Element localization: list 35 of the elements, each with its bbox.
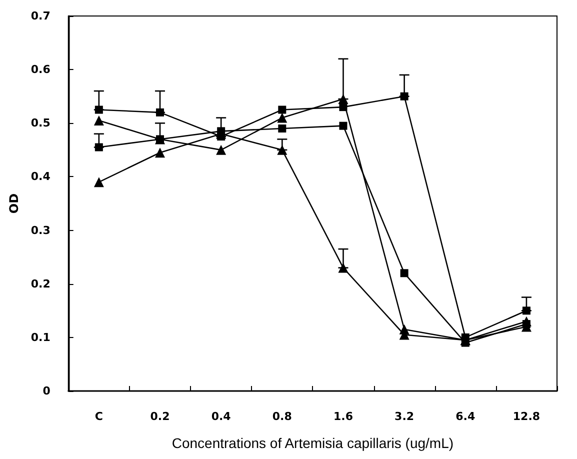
point: [94, 106, 103, 114]
point: [94, 177, 104, 188]
y-axis-title: OD: [7, 193, 21, 214]
x-tick-label: 0.8: [272, 410, 292, 423]
point: [400, 269, 408, 278]
y-tick-label: 0.2: [30, 277, 50, 290]
x-tick-label: 6.4: [456, 410, 476, 423]
point: [522, 306, 530, 315]
point: [155, 148, 165, 158]
x-tick-label: 12.8: [512, 410, 540, 423]
point: [338, 262, 348, 273]
point: [156, 108, 164, 116]
x-tick-label: 3.2: [394, 410, 414, 423]
point: [216, 144, 226, 155]
y-tick-label: 0.4: [30, 170, 51, 184]
point: [277, 112, 288, 123]
y-tick-label: 0.1: [30, 330, 50, 344]
x-tick-label: 1.6: [333, 410, 354, 423]
y-tick-label: 0.3: [30, 224, 50, 237]
y-tick-label: 0.6: [30, 63, 51, 76]
x-tick-label: 0.4: [211, 410, 232, 423]
y-tick-label: 0: [42, 384, 51, 398]
point: [94, 143, 103, 152]
x-tick-label: 0.2: [150, 410, 170, 423]
x-axis-title: Concentrations of Artemisia capillaris (ug/mL): [172, 435, 454, 451]
point: [94, 115, 104, 126]
y-tick-label: 0.7: [30, 10, 50, 22]
point: [277, 144, 288, 155]
point: [278, 124, 286, 132]
point: [278, 106, 286, 114]
point: [338, 94, 348, 104]
x-tick-label: C: [94, 410, 103, 423]
y-tick-label: 0.5: [30, 116, 50, 130]
point: [339, 122, 348, 130]
point: [400, 92, 408, 100]
